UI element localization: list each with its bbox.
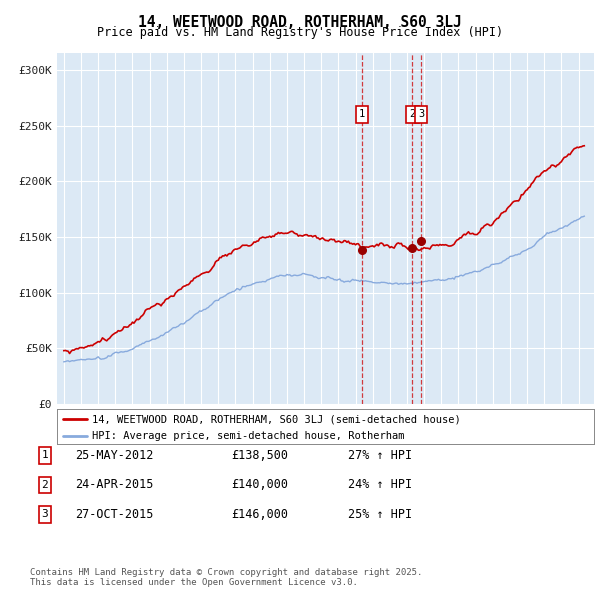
Text: £138,500: £138,500	[231, 449, 288, 462]
Text: 27% ↑ HPI: 27% ↑ HPI	[348, 449, 412, 462]
Text: 14, WEETWOOD ROAD, ROTHERHAM, S60 3LJ: 14, WEETWOOD ROAD, ROTHERHAM, S60 3LJ	[138, 15, 462, 30]
Text: 25% ↑ HPI: 25% ↑ HPI	[348, 508, 412, 521]
Text: Contains HM Land Registry data © Crown copyright and database right 2025.
This d: Contains HM Land Registry data © Crown c…	[30, 568, 422, 587]
Text: 3: 3	[418, 109, 424, 119]
Text: HPI: Average price, semi-detached house, Rotherham: HPI: Average price, semi-detached house,…	[92, 431, 404, 441]
Text: 2: 2	[41, 480, 49, 490]
Text: 27-OCT-2015: 27-OCT-2015	[75, 508, 154, 521]
Text: 24% ↑ HPI: 24% ↑ HPI	[348, 478, 412, 491]
Text: £146,000: £146,000	[231, 508, 288, 521]
Text: 1: 1	[41, 451, 49, 460]
Text: 1: 1	[359, 109, 365, 119]
Text: £140,000: £140,000	[231, 478, 288, 491]
Text: Price paid vs. HM Land Registry's House Price Index (HPI): Price paid vs. HM Land Registry's House …	[97, 26, 503, 39]
Text: 24-APR-2015: 24-APR-2015	[75, 478, 154, 491]
Text: 14, WEETWOOD ROAD, ROTHERHAM, S60 3LJ (semi-detached house): 14, WEETWOOD ROAD, ROTHERHAM, S60 3LJ (s…	[92, 414, 461, 424]
Text: 25-MAY-2012: 25-MAY-2012	[75, 449, 154, 462]
Text: 3: 3	[41, 510, 49, 519]
Text: 2: 2	[409, 109, 415, 119]
